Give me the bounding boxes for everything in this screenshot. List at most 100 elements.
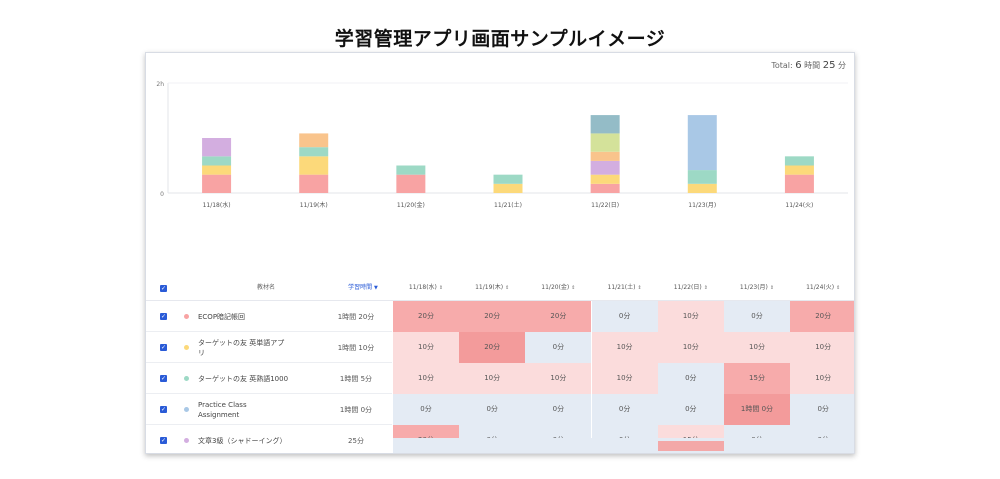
time-cell[interactable]: 0分 xyxy=(393,394,459,425)
bar-segment[interactable] xyxy=(590,133,620,152)
time-cell[interactable]: 20分 xyxy=(790,301,854,332)
time-cell[interactable]: 10分 xyxy=(790,332,854,363)
material-name[interactable]: 文章3級（シャドーイング） xyxy=(198,436,287,445)
sort-icon: ⇕ xyxy=(703,285,708,291)
series-color-dot xyxy=(184,376,189,381)
total-hours-unit: 時間 xyxy=(804,61,821,70)
select-all-checkbox[interactable]: ✓ xyxy=(160,284,167,292)
series-color-dot xyxy=(184,407,189,412)
bar-segment[interactable] xyxy=(202,174,232,193)
time-cell[interactable]: 0分 xyxy=(657,363,724,394)
scroll-marker xyxy=(658,441,724,451)
time-cell[interactable]: 1時間 0分 xyxy=(724,394,790,425)
time-cell[interactable]: 0分 xyxy=(724,301,790,332)
bar-segment[interactable] xyxy=(202,156,232,166)
total-minutes-unit: 分 xyxy=(838,61,846,70)
time-cell[interactable]: 15分 xyxy=(724,363,790,394)
material-name[interactable]: ECOP暗記帳回 xyxy=(198,312,246,321)
x-tick-label: 11/18(水) xyxy=(203,201,231,209)
time-cell[interactable]: 10分 xyxy=(657,332,724,363)
header-day[interactable]: 11/24(火) ⇕ xyxy=(790,275,854,301)
time-cell[interactable]: 20分 xyxy=(525,301,592,332)
bar-segment[interactable] xyxy=(299,156,329,175)
time-cell[interactable]: 0分 xyxy=(790,394,854,425)
header-day[interactable]: 11/18(水) ⇕ xyxy=(393,275,459,301)
bar-segment[interactable] xyxy=(590,115,620,134)
time-cell[interactable]: 0分 xyxy=(591,301,658,332)
sort-icon: ⇕ xyxy=(505,285,510,291)
time-cell[interactable]: 0分 xyxy=(525,332,592,363)
bar-segment[interactable] xyxy=(493,183,523,193)
time-cell[interactable]: 10分 xyxy=(393,332,459,363)
x-tick-label: 11/22(日) xyxy=(591,202,619,209)
bar-segment[interactable] xyxy=(299,174,329,193)
bar-segment[interactable] xyxy=(687,183,717,193)
row-divider xyxy=(146,393,392,394)
bar-segment[interactable] xyxy=(784,156,814,166)
row-checkbox[interactable]: ✓ xyxy=(160,406,167,413)
bar-segment[interactable] xyxy=(590,151,620,161)
study-table: ✓ 教材名 学習時間 ▼ 11/18(水) ⇕ 11/19(木) ⇕ 11/20(金) ⇕… xyxy=(146,275,854,453)
header-day[interactable]: 11/23(月) ⇕ xyxy=(724,275,790,301)
material-name[interactable]: ターゲットの友 英熟語1000 xyxy=(198,374,289,383)
daily-study-chart: 0 2h 11/18(水) 11/19(木) 11/20(金) 11/21(土) 11/22… xyxy=(146,73,854,253)
row-divider xyxy=(146,362,392,363)
time-cell[interactable]: 10分 xyxy=(525,363,592,394)
series-color-dot xyxy=(184,438,189,443)
header-day[interactable]: 11/22(日) ⇕ xyxy=(658,275,724,301)
total-time: Total: 6 時間 25 分 xyxy=(771,60,846,71)
header-day-label: 11/21(土) xyxy=(607,284,636,291)
header-day[interactable]: 11/20(金) ⇕ xyxy=(525,275,591,301)
time-cell[interactable]: 10分 xyxy=(591,332,658,363)
bar-segment[interactable] xyxy=(299,147,329,157)
bar-segment[interactable] xyxy=(784,174,814,193)
time-cell[interactable]: 0分 xyxy=(459,394,526,425)
time-cell[interactable]: 10分 xyxy=(393,363,459,394)
time-cell[interactable]: 20分 xyxy=(459,301,526,332)
time-cell[interactable]: 10分 xyxy=(591,363,658,394)
time-cell[interactable]: 10分 xyxy=(724,332,790,363)
material-name[interactable]: Practice Class Assignment xyxy=(198,400,247,419)
table-bottom-fill xyxy=(393,438,854,453)
bar-segment[interactable] xyxy=(396,174,426,193)
bar-segment[interactable] xyxy=(784,165,814,175)
bar-segment[interactable] xyxy=(396,165,426,175)
bar-segment[interactable] xyxy=(493,174,523,184)
time-cell[interactable]: 10分 xyxy=(790,363,854,394)
total-minutes: 25 xyxy=(822,60,836,71)
bar-segment[interactable] xyxy=(299,133,329,148)
row-checkbox[interactable]: ✓ xyxy=(160,437,167,444)
time-cell[interactable]: 0分 xyxy=(657,394,724,425)
bar-segment[interactable] xyxy=(202,138,232,157)
material-name[interactable]: ターゲットの友 英単語アプリ xyxy=(198,338,285,357)
material-total-time: 1時間 5分 xyxy=(339,374,373,383)
time-cell[interactable]: 10分 xyxy=(459,363,526,394)
row-checkbox[interactable]: ✓ xyxy=(160,313,167,320)
y-tick-label: 2h xyxy=(156,81,164,88)
x-tick-label: 11/23(月) xyxy=(688,202,716,209)
table-row: ✓ Practice Class Assignment 1時間 0分 0分 0分 0分 0分… xyxy=(146,394,854,425)
row-checkbox[interactable]: ✓ xyxy=(160,344,167,351)
bar-segment[interactable] xyxy=(590,160,620,175)
header-day[interactable]: 11/21(土) ⇕ xyxy=(592,275,658,301)
time-cell[interactable]: 20分 xyxy=(459,332,526,363)
sort-icon: ⇕ xyxy=(836,285,841,291)
bar-segment[interactable] xyxy=(202,165,232,175)
table-row: ✓ ターゲットの友 英単語アプリ 1時間 10分 10分 20分 0分 10分 10分 10分 1… xyxy=(146,332,854,363)
header-day-label: 11/23(月) xyxy=(739,284,768,291)
y-tick-label: 0 xyxy=(160,191,164,198)
header-day-label: 11/24(火) xyxy=(806,284,835,291)
total-label: Total: xyxy=(771,61,793,70)
bar-segment[interactable] xyxy=(590,183,620,193)
table-row: ✓ ECOP暗記帳回 1時間 20分 20分 20分 20分 0分 10分 0分 20分 xyxy=(146,301,854,332)
time-cell[interactable]: 10分 xyxy=(657,301,724,332)
time-cell[interactable]: 0分 xyxy=(591,394,658,425)
time-cell[interactable]: 20分 xyxy=(393,301,459,332)
row-checkbox[interactable]: ✓ xyxy=(160,375,167,382)
bar-segment[interactable] xyxy=(687,170,717,184)
bar-segment[interactable] xyxy=(590,174,620,184)
header-day[interactable]: 11/19(木) ⇕ xyxy=(459,275,525,301)
time-cell[interactable]: 0分 xyxy=(525,394,592,425)
header-total[interactable]: 学習時間 ▼ xyxy=(338,275,388,301)
bar-segment[interactable] xyxy=(687,115,717,171)
